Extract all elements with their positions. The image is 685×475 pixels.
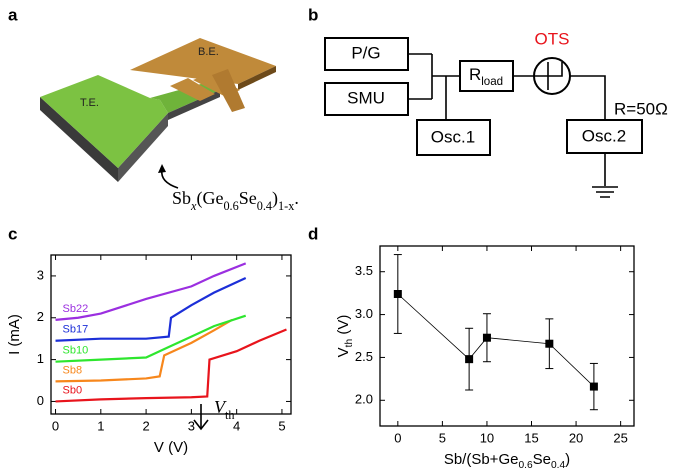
x-tick-label: 5 [439, 430, 446, 445]
circuit [324, 37, 643, 198]
text-part: R [469, 65, 481, 84]
material-formula: Sbx(Ge0.6Se0.4)1-x. [172, 188, 299, 213]
series-line [55, 277, 247, 342]
series-line [55, 328, 287, 403]
text-part: . [294, 188, 299, 208]
x-tick-label: 3 [188, 418, 195, 433]
vth-marker [193, 404, 209, 431]
x-tick-label: 20 [569, 430, 583, 445]
plot-frame [379, 245, 635, 427]
text-part: 0.6 [223, 199, 238, 213]
device-label: OTS [535, 29, 570, 48]
series-label: Sb17 [63, 324, 89, 336]
y-tick-label: 2 [37, 309, 44, 324]
text-part: ) [565, 451, 570, 468]
y-tick-label: 1 [37, 351, 44, 366]
text-part: load [481, 76, 503, 88]
text-part: th [344, 339, 355, 348]
point [545, 339, 554, 348]
series-label: Sb0 [63, 384, 83, 396]
series-label: Sb8 [63, 364, 83, 376]
load-label: Rload [469, 65, 503, 88]
series-label: Sb10 [63, 345, 89, 357]
point [393, 290, 402, 298]
series-line [55, 262, 247, 321]
x-tick-label: 4 [233, 418, 240, 433]
top-electrode-label: T.E. [80, 97, 99, 109]
device-illustration [40, 38, 276, 182]
x-tick-label: 0 [52, 418, 59, 433]
x-tick-label: 0 [394, 430, 401, 445]
bottom-electrode-label: B.E. [198, 46, 219, 58]
y-axis-label: Vth (V) [335, 315, 355, 358]
series-line [55, 314, 247, 363]
point [465, 355, 474, 364]
text-part: V [214, 397, 227, 417]
x-tick-label: 1 [97, 418, 104, 433]
y-axis-label: I (mA) [6, 314, 23, 355]
text-part: x [190, 199, 197, 213]
point [589, 382, 598, 391]
text-part: (Ge [196, 188, 223, 209]
text-part: Sb [172, 188, 191, 208]
text-part: 0.4 [257, 199, 272, 213]
panel-label: b [308, 5, 318, 24]
arrow-head [158, 164, 166, 173]
panel-label: c [8, 224, 17, 243]
x-tick-label: 25 [613, 430, 627, 445]
connector-line [397, 293, 595, 387]
text-part: 0.6 [518, 460, 532, 471]
vth-annotation: Vth [214, 397, 235, 422]
y-tick-label: 3.0 [355, 306, 373, 321]
x-axis-label: V (V) [154, 439, 188, 456]
y-tick-label: 3 [37, 267, 44, 282]
text-part: V [335, 347, 352, 357]
x-tick-label: 10 [480, 430, 494, 445]
series-label: Sb22 [63, 303, 89, 315]
series-line [55, 318, 233, 383]
arrow [161, 169, 179, 189]
x-tick-label: 5 [278, 418, 285, 433]
text-part: th [225, 408, 235, 422]
plot-frame [50, 254, 292, 415]
text-part: ) [272, 188, 278, 209]
text-part: 0.4 [551, 460, 565, 471]
text-part: Sb/(Sb+Ge [444, 451, 519, 468]
text-part: Se [533, 451, 551, 468]
y-tick-label: 0 [37, 393, 44, 408]
osc1-label: Osc.1 [431, 127, 475, 146]
x-tick-label: 2 [142, 418, 149, 433]
point [482, 333, 491, 342]
x-tick-label: 15 [524, 430, 538, 445]
text-part: (V) [335, 315, 352, 339]
y-tick-label: 2.5 [355, 349, 373, 364]
pg-label: P/G [351, 43, 380, 62]
panel-label: a [8, 5, 18, 24]
text-part: Se [239, 188, 257, 208]
osc2-label: Osc.2 [582, 126, 626, 145]
y-tick-label: 3.5 [355, 263, 373, 278]
text-part: 1-x [278, 199, 294, 213]
panel-label: d [308, 224, 318, 243]
smu-label: SMU [347, 88, 385, 107]
resistance-label: R=50Ω [614, 99, 668, 118]
x-axis-label: Sb/(Sb+Ge0.6Se0.4) [444, 451, 570, 471]
y-tick-label: 2.0 [355, 392, 373, 407]
